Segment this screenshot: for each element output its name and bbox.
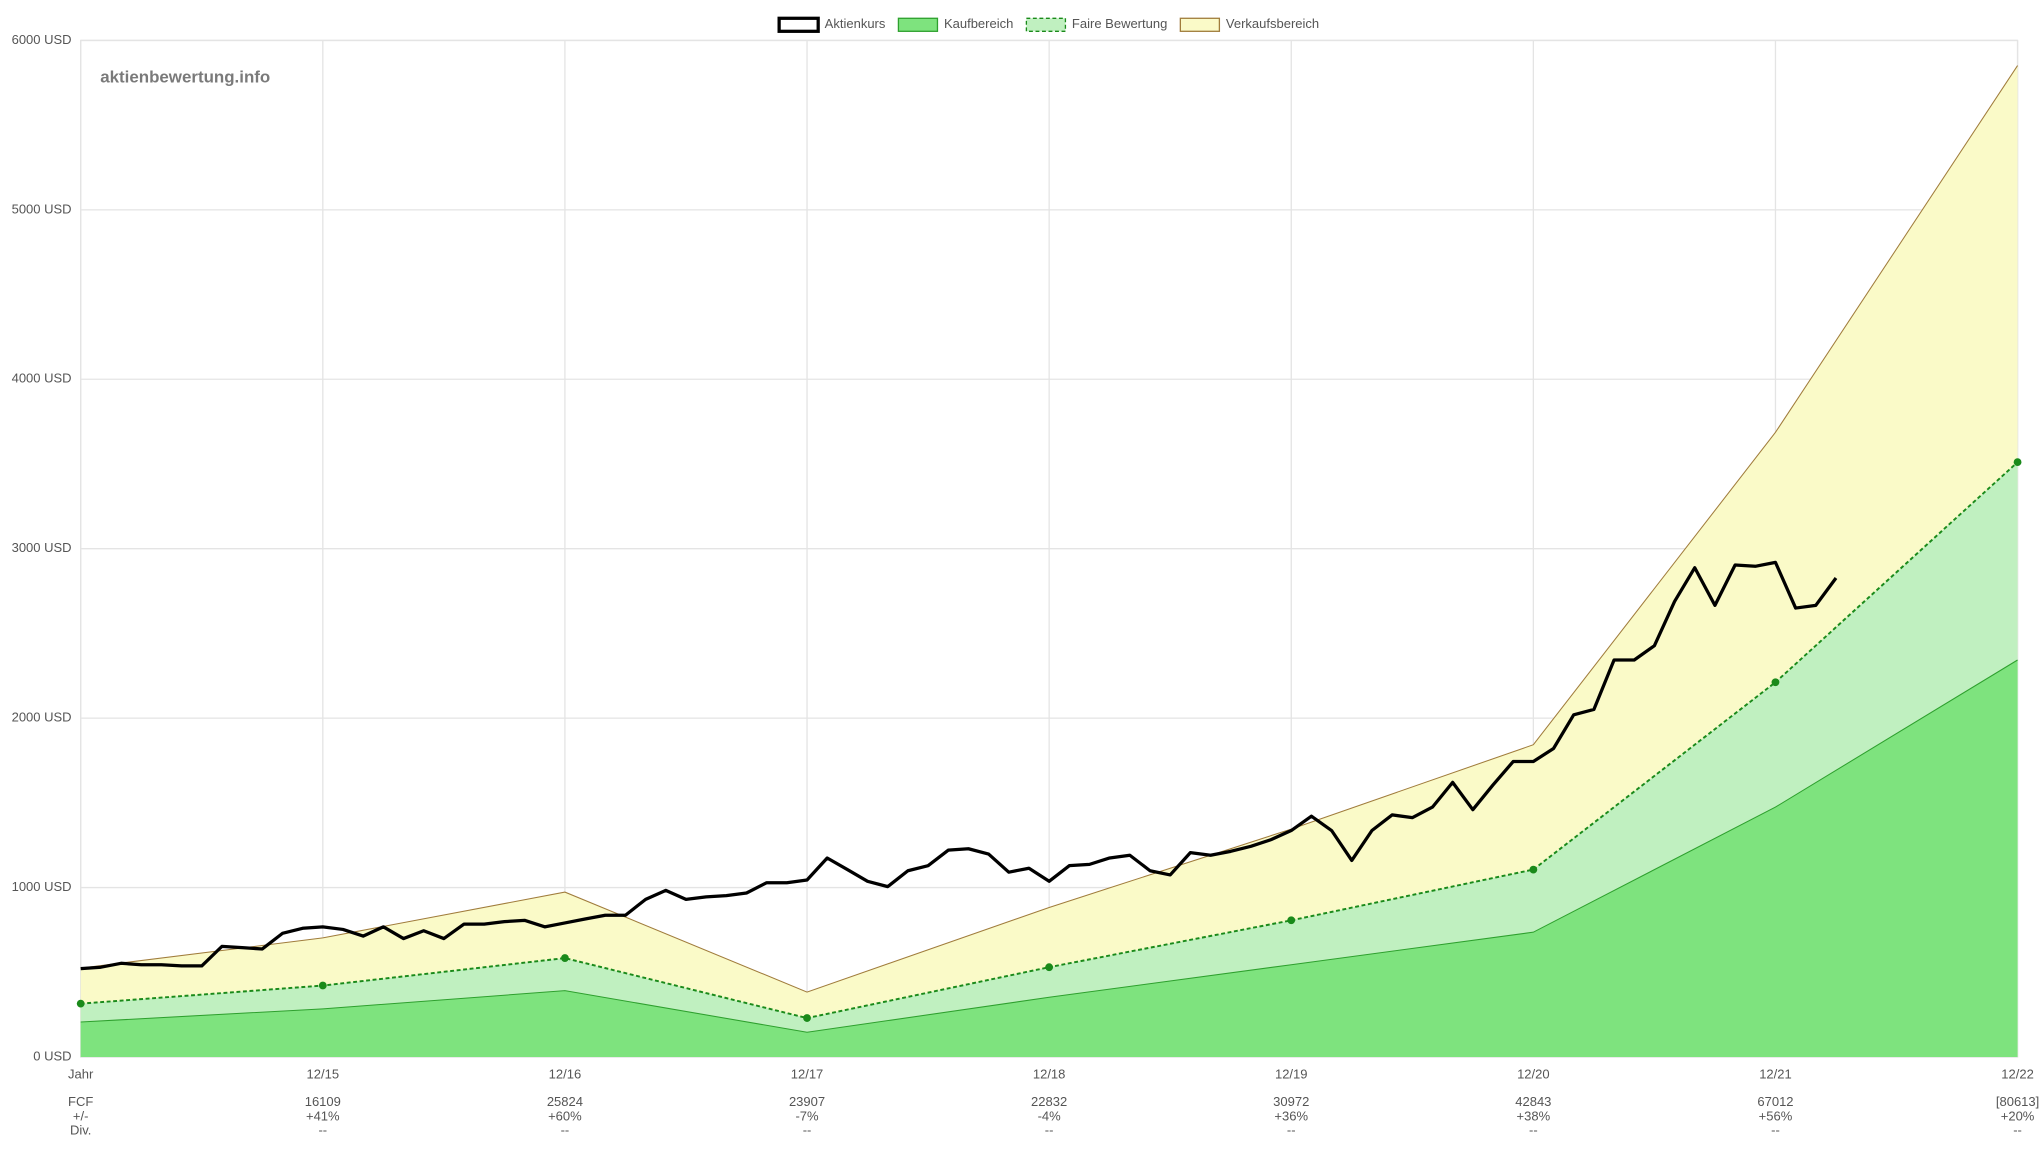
- table-cell: [80613]: [1996, 1094, 2039, 1109]
- table-cell: +20%: [2001, 1108, 2035, 1123]
- marker: [76, 999, 85, 1008]
- table-cell: 67012: [1757, 1094, 1793, 1109]
- table-cell: --: [1045, 1123, 1054, 1138]
- table-cell: --: [1287, 1123, 1296, 1138]
- area-edge: [80, 659, 2018, 1033]
- table-cell: +36%: [1274, 1108, 1308, 1123]
- price-line: [80, 560, 1838, 971]
- x-tick-label: 12/19: [1275, 1067, 1308, 1082]
- legend-swatch: [1025, 17, 1067, 32]
- table-cell: FCF: [68, 1094, 93, 1109]
- y-tick-label: 4000 USD: [12, 371, 72, 386]
- legend-swatch: [1179, 17, 1221, 32]
- marker: [1045, 963, 1054, 972]
- areas: [76, 65, 2022, 1058]
- x-tick-label: 12/21: [1759, 1067, 1792, 1082]
- area: [80, 65, 2018, 1058]
- y-tick-label: 0 USD: [33, 1048, 71, 1063]
- x-tick-label: 12/15: [307, 1067, 340, 1082]
- y-tick-label: 3000 USD: [12, 540, 72, 555]
- table-cell: 42843: [1515, 1094, 1551, 1109]
- x-tick-label: 12/17: [791, 1067, 824, 1082]
- y-tick-label: 6000 USD: [12, 32, 72, 47]
- table-cell: --: [2013, 1123, 2022, 1138]
- table-cell: -7%: [795, 1108, 819, 1123]
- marker: [803, 1014, 811, 1022]
- x-tick-label: Jahr: [68, 1067, 94, 1082]
- table-cell: --: [318, 1123, 327, 1138]
- y-tick-label: 1000 USD: [12, 879, 72, 894]
- x-tick-label: 12/22: [2001, 1067, 2034, 1082]
- table-cell: --: [1771, 1123, 1780, 1138]
- x-tick-label: 12/18: [1033, 1067, 1066, 1082]
- legend-swatch: [777, 16, 820, 33]
- legend-label: Faire Bewertung: [1072, 16, 1167, 31]
- table-cell: -4%: [1038, 1108, 1062, 1123]
- area: [80, 462, 2018, 1058]
- table-cell: +38%: [1517, 1108, 1551, 1123]
- marker: [561, 954, 569, 962]
- legend-label: Kaufbereich: [944, 16, 1013, 31]
- x-tick-label: 12/16: [549, 1067, 582, 1082]
- table-cell: 22832: [1031, 1094, 1067, 1109]
- y-tick-label: 2000 USD: [12, 710, 72, 725]
- marker: [318, 981, 327, 990]
- table-cell: Div.: [70, 1123, 91, 1138]
- legend-label: Aktienkurs: [825, 16, 886, 31]
- marker: [1771, 678, 1780, 687]
- watermark: aktienbewertung.info: [100, 68, 270, 87]
- marker: [1287, 916, 1296, 925]
- legend-swatch: [897, 17, 939, 32]
- table-cell: --: [803, 1123, 812, 1138]
- marker: [1529, 865, 1538, 874]
- marker: [2013, 458, 2022, 467]
- table-cell: 16109: [305, 1094, 341, 1109]
- table-cell: 30972: [1273, 1094, 1309, 1109]
- legend: Aktienkurs Kaufbereich Faire Bewertung Verk…: [777, 16, 1319, 33]
- table-cell: --: [561, 1123, 570, 1138]
- table-cell: --: [1529, 1123, 1538, 1138]
- table-cell: 25824: [547, 1094, 583, 1109]
- legend-label: Verkaufsbereich: [1226, 16, 1319, 31]
- x-tick-label: 12/20: [1517, 1067, 1550, 1082]
- foreground: 0 USD 1000 USD 2000 USD 3000 USD 4000 USD 500…: [12, 32, 2040, 1138]
- table-cell: +/-: [73, 1108, 89, 1123]
- table-cell: +41%: [306, 1108, 340, 1123]
- table-cell: 23907: [789, 1094, 825, 1109]
- area-edge: [80, 65, 2019, 993]
- y-tick-label: 5000 USD: [12, 201, 72, 216]
- table-cell: +56%: [1759, 1108, 1793, 1123]
- table-cell: +60%: [548, 1108, 582, 1123]
- area: [80, 660, 2018, 1058]
